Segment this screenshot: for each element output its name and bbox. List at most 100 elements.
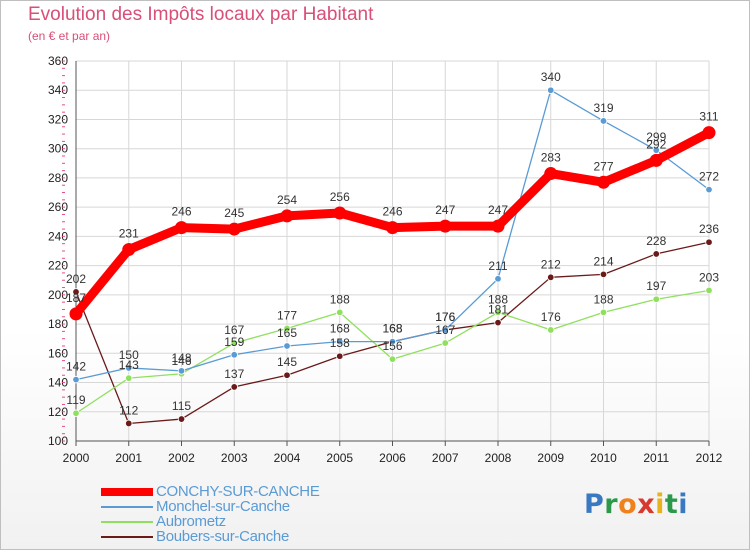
data-label: 256 bbox=[330, 190, 350, 204]
data-point bbox=[336, 308, 344, 317]
data-label: 214 bbox=[593, 254, 613, 268]
data-label: 247 bbox=[488, 203, 508, 217]
data-point bbox=[230, 351, 238, 359]
logo-letter: i bbox=[655, 489, 665, 520]
data-point bbox=[388, 355, 397, 363]
data-label: 150 bbox=[119, 348, 139, 362]
x-tick-label: 2004 bbox=[274, 451, 301, 465]
logo-letter: t bbox=[664, 489, 679, 520]
x-tick-label: 2002 bbox=[168, 451, 195, 465]
y-tick-label: 340 bbox=[48, 83, 68, 97]
logo-letter: i bbox=[678, 489, 689, 520]
legend-label: Boubers-sur-Canche bbox=[156, 528, 289, 545]
x-tick-label: 2008 bbox=[485, 451, 512, 465]
data-label: 212 bbox=[541, 257, 561, 271]
y-tick-label: 100 bbox=[48, 434, 68, 448]
legend-label: CONCHY-SUR-CANCHE bbox=[156, 483, 320, 500]
series-monchel-sur-canche bbox=[72, 86, 713, 384]
data-point bbox=[175, 221, 188, 235]
data-label: 165 bbox=[277, 326, 297, 340]
data-label: 228 bbox=[646, 234, 666, 248]
data-label: 197 bbox=[646, 279, 666, 293]
data-point bbox=[652, 295, 660, 303]
axes: 100 120 140 160 180 200 220 240 260 280 300 320 340 3… bbox=[48, 54, 723, 465]
data-point bbox=[230, 383, 238, 391]
data-point bbox=[125, 374, 133, 382]
data-point bbox=[597, 175, 610, 189]
y-tick-label: 220 bbox=[48, 259, 68, 273]
data-label: 167 bbox=[435, 323, 455, 337]
x-tick-label: 2009 bbox=[537, 451, 564, 465]
data-point bbox=[652, 146, 660, 154]
data-label: 137 bbox=[224, 367, 244, 381]
data-point bbox=[491, 219, 505, 233]
legend-swatch bbox=[101, 488, 153, 496]
series-layer bbox=[69, 86, 716, 428]
logo-letter: r bbox=[604, 489, 619, 520]
data-label: 202 bbox=[66, 272, 86, 286]
data-label: 142 bbox=[66, 360, 86, 374]
y-tick-label: 240 bbox=[48, 229, 68, 243]
data-point bbox=[122, 243, 136, 257]
y-tick-label: 180 bbox=[48, 317, 68, 331]
data-point bbox=[227, 222, 241, 236]
y-tick-label: 260 bbox=[48, 200, 68, 214]
data-point bbox=[280, 209, 294, 223]
data-point bbox=[547, 273, 555, 282]
data-label: 168 bbox=[382, 322, 402, 336]
y-tick-label: 120 bbox=[48, 405, 68, 419]
data-point bbox=[544, 167, 558, 181]
data-point bbox=[125, 364, 133, 372]
data-point bbox=[72, 409, 80, 417]
data-label: 188 bbox=[488, 292, 508, 306]
chart-title: Evolution des Impôts locaux par Habitant bbox=[28, 4, 374, 25]
data-point bbox=[494, 318, 502, 327]
data-point bbox=[652, 250, 660, 258]
data-label: 277 bbox=[593, 159, 613, 173]
data-label: 176 bbox=[435, 310, 455, 324]
data-label: 177 bbox=[277, 308, 297, 322]
data-label: 188 bbox=[330, 292, 350, 306]
data-label: 145 bbox=[277, 355, 297, 369]
x-tick-label: 2005 bbox=[326, 451, 353, 465]
data-label: 299 bbox=[646, 130, 666, 144]
data-label: 168 bbox=[382, 322, 402, 336]
data-point bbox=[494, 275, 502, 283]
data-label: 176 bbox=[541, 310, 561, 324]
data-label: 176 bbox=[435, 310, 455, 324]
data-point bbox=[702, 126, 716, 140]
data-label: 292 bbox=[646, 137, 666, 151]
logo-letter: P bbox=[584, 489, 605, 520]
data-label: 245 bbox=[224, 206, 244, 220]
data-label: 231 bbox=[119, 227, 139, 241]
grid-lines bbox=[75, 60, 710, 442]
data-point bbox=[386, 221, 399, 235]
data-point bbox=[125, 419, 133, 428]
data-label: 203 bbox=[699, 270, 719, 284]
data-label: 340 bbox=[541, 70, 561, 84]
data-point bbox=[336, 337, 344, 346]
data-label: 159 bbox=[224, 335, 244, 349]
data-point bbox=[599, 308, 608, 317]
x-tick-label: 2001 bbox=[115, 451, 142, 465]
data-label: 119 bbox=[66, 393, 85, 407]
data-point bbox=[547, 86, 555, 94]
data-point bbox=[177, 367, 186, 375]
data-point bbox=[649, 153, 663, 167]
data-label: 283 bbox=[541, 151, 561, 165]
data-label: 158 bbox=[330, 336, 350, 350]
data-label: 246 bbox=[171, 205, 191, 219]
data-label: 311 bbox=[699, 110, 718, 124]
y-tick-label: 280 bbox=[48, 171, 68, 185]
data-point bbox=[705, 185, 713, 194]
data-point bbox=[494, 308, 502, 317]
legend-label: Aubrometz bbox=[156, 513, 226, 530]
data-label: 254 bbox=[277, 193, 297, 207]
data-point bbox=[705, 286, 713, 295]
data-label: 112 bbox=[119, 403, 138, 417]
logo-letter: x bbox=[637, 489, 656, 520]
y-tick-label: 300 bbox=[48, 142, 68, 156]
y-tick-label: 140 bbox=[48, 376, 68, 390]
y-tick-label: 160 bbox=[48, 346, 68, 360]
